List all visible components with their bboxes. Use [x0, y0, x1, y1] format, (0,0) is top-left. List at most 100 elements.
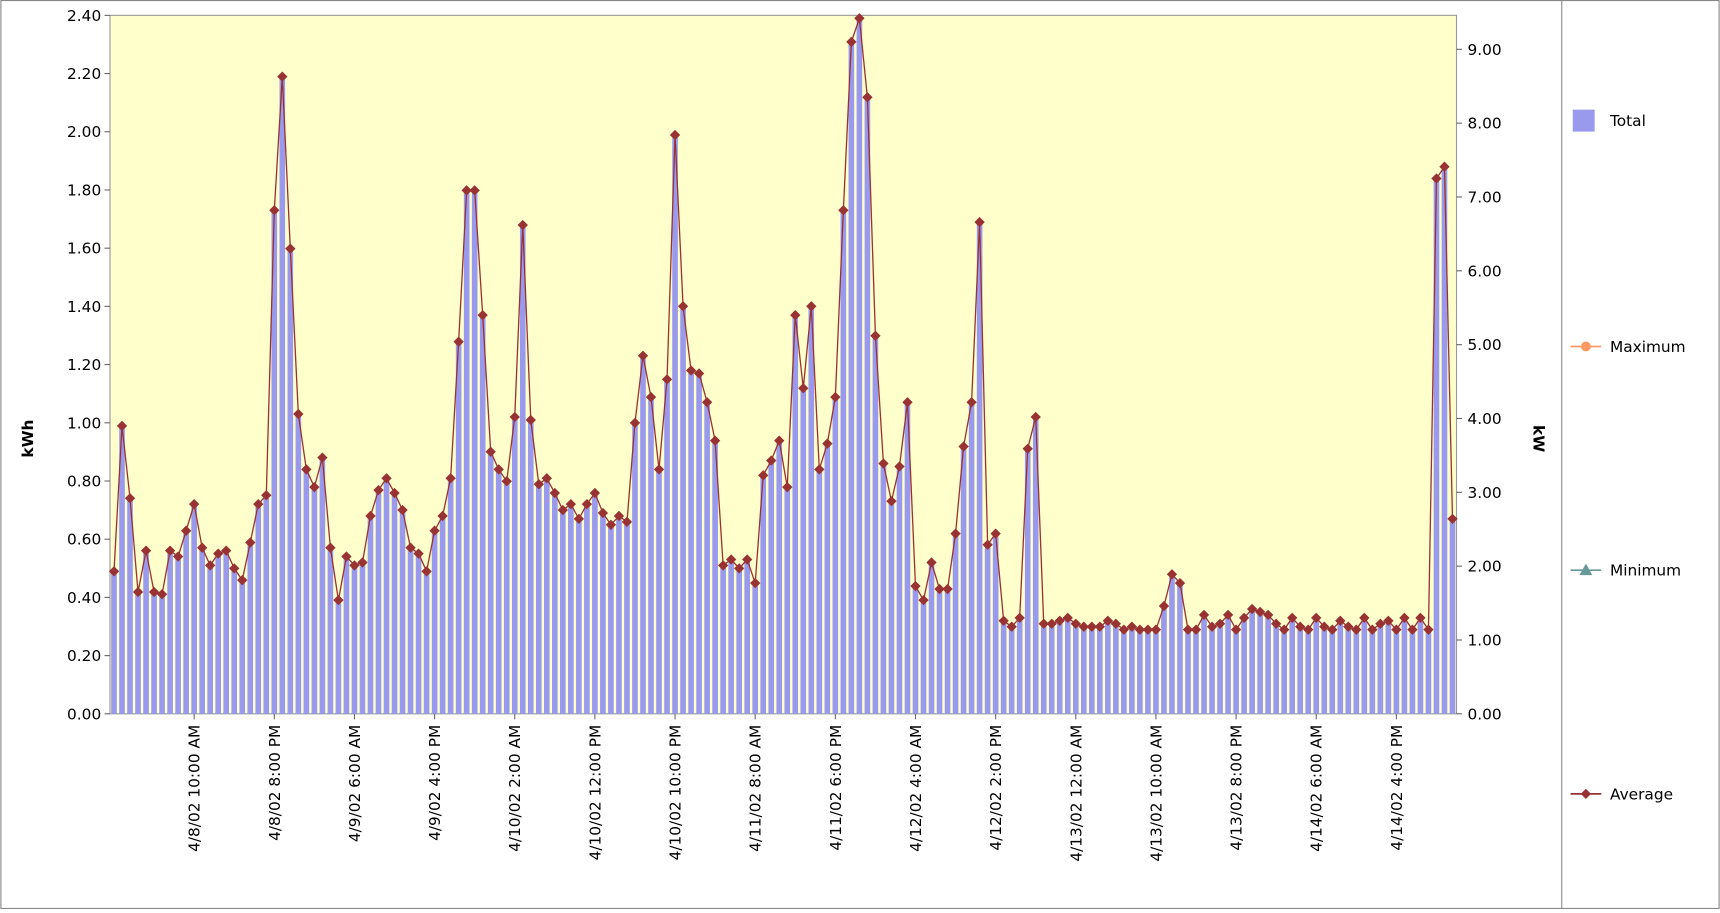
bar: [912, 585, 919, 714]
bar: [407, 547, 414, 714]
marker: [934, 583, 945, 595]
bar: [351, 565, 358, 714]
marker: [830, 391, 841, 403]
bar: [1097, 626, 1103, 714]
marker: [1198, 609, 1210, 621]
marker: [1335, 615, 1346, 626]
marker: [381, 473, 392, 484]
bar: [648, 396, 654, 714]
marker: [108, 566, 120, 577]
marker: [293, 408, 304, 420]
bar: [391, 492, 398, 714]
bar: [1449, 518, 1456, 714]
y2-tick-label: 5.00: [1467, 336, 1501, 354]
bar: [928, 562, 935, 714]
bar: [1193, 629, 1199, 714]
bar: [1185, 629, 1191, 714]
y-tick-label: 1.80: [67, 181, 101, 199]
marker: [1287, 612, 1298, 623]
y-tick-label: 2.20: [67, 65, 101, 83]
bar: [1441, 166, 1448, 714]
bar: [1249, 609, 1255, 714]
y2-tick-label: 3.00: [1467, 484, 1501, 502]
marker: [461, 185, 472, 196]
marker: [1086, 621, 1097, 632]
bar: [592, 492, 598, 714]
bar: [431, 530, 438, 714]
bar: [1048, 623, 1055, 714]
bar: [560, 510, 566, 714]
marker: [188, 498, 200, 510]
marker: [148, 586, 160, 598]
bar: [543, 478, 550, 714]
bar: [1080, 626, 1087, 714]
marker: [990, 528, 1001, 539]
marker: [1134, 624, 1146, 635]
bar: [1137, 629, 1143, 714]
marker: [373, 484, 384, 496]
bar: [271, 210, 278, 714]
marker: [1070, 618, 1081, 629]
marker: [533, 479, 544, 490]
marker: [124, 493, 136, 504]
bar: [1321, 626, 1328, 714]
bar: [375, 489, 382, 714]
marker: [1142, 624, 1154, 635]
marker: [549, 487, 560, 499]
bar: [1201, 614, 1207, 714]
marker: [1030, 411, 1041, 423]
bar: [1008, 626, 1015, 714]
marker: [621, 516, 633, 528]
marker: [445, 473, 456, 484]
marker: [1271, 618, 1282, 629]
x-tick-label: 4/10/02 12:00 PM: [586, 725, 604, 861]
bar: [503, 480, 510, 714]
marker: [309, 481, 320, 493]
marker: [1214, 618, 1226, 629]
bar: [319, 457, 326, 714]
y-tick-label: 1.60: [67, 240, 101, 258]
bar: [487, 451, 494, 714]
bar: [1401, 617, 1408, 714]
marker: [1262, 609, 1274, 621]
marker: [918, 594, 929, 606]
x-tick-label: 4/14/02 6:00 AM: [1308, 725, 1326, 852]
legend-label: Maximum: [1610, 338, 1686, 356]
marker: [1166, 569, 1178, 580]
legend-marker: [1579, 563, 1593, 576]
bar: [944, 588, 951, 714]
bar: [808, 306, 815, 714]
bar: [656, 469, 662, 714]
bar: [1177, 582, 1183, 714]
marker: [1238, 612, 1250, 623]
marker: [605, 519, 617, 530]
y-tick-label: 0.60: [67, 531, 101, 549]
marker: [717, 560, 729, 571]
bar: [175, 556, 181, 714]
marker: [180, 525, 192, 536]
bar: [1072, 623, 1079, 714]
bar: [303, 469, 310, 714]
bar: [1040, 623, 1047, 714]
bar: [191, 504, 197, 714]
bar: [640, 355, 646, 714]
marker: [637, 350, 649, 361]
bar: [680, 306, 686, 714]
bar: [383, 478, 390, 714]
marker: [453, 336, 464, 347]
bar: [920, 600, 927, 714]
marker: [229, 563, 240, 574]
marker: [862, 92, 873, 103]
legend-label: Minimum: [1610, 562, 1681, 580]
bar: [720, 565, 726, 714]
marker: [365, 510, 376, 522]
bar: [1433, 178, 1440, 714]
marker: [1094, 621, 1105, 632]
marker: [1359, 612, 1370, 623]
marker: [485, 446, 496, 457]
bar: [552, 492, 558, 714]
marker: [653, 464, 665, 475]
bar: [792, 315, 799, 714]
marker: [1206, 621, 1218, 632]
bar: [1385, 620, 1392, 714]
